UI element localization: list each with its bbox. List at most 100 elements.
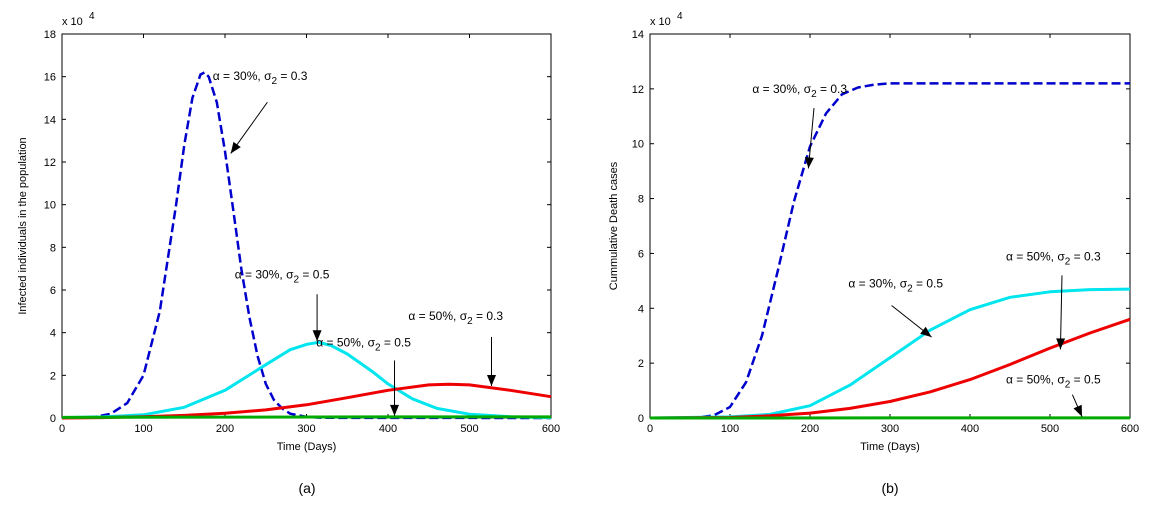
annotation-subscript: 2: [467, 316, 473, 327]
y-tick-label: 14: [632, 29, 644, 41]
x-tick-label: 600: [542, 423, 560, 435]
annotation-sigma: σ: [1057, 249, 1065, 263]
x-tick-label: 300: [881, 423, 899, 435]
x-tick-label: 0: [647, 423, 653, 435]
y-tick-label: 12: [632, 84, 644, 96]
y-tick-label: 0: [638, 413, 644, 425]
annotation-alpha: α = 30%,: [235, 267, 286, 281]
annotation-label: α = 30%, σ2 = 0.5: [848, 277, 943, 295]
annotation-alpha: α = 50%,: [1006, 249, 1057, 263]
x-tick-label: 500: [1041, 423, 1059, 435]
y-multiplier: x 10: [650, 16, 671, 28]
x-tick-label: 200: [801, 423, 819, 435]
annotation-sigma: σ: [804, 82, 812, 96]
x-tick-label: 100: [134, 423, 152, 435]
annotation-arrow-shaft: [1059, 275, 1063, 350]
series-line-3: [61, 415, 551, 419]
annotation-value: = 0.5: [381, 336, 412, 350]
annotation-sigma: σ: [368, 336, 376, 350]
annotation-value: = 0.5: [299, 267, 330, 281]
annotation-alpha: α = 50%,: [316, 336, 367, 350]
panel-a: 0 100 200 300 400 500 600 0 2 4 6 8 10 12 14 16 18 x 10 4 T…: [17, 11, 560, 496]
x-tick-label: 400: [961, 423, 979, 435]
y-axis-label: Cummulative Death cases: [608, 161, 620, 290]
annotation-subscript: 2: [1065, 256, 1071, 267]
x-tick-label: 100: [721, 423, 739, 435]
x-tick-label: 300: [297, 423, 315, 435]
annotation-label: α = 50%, σ2 = 0.3: [408, 309, 503, 327]
y-tick-label: 4: [638, 303, 644, 315]
y-multiplier-exponent: 4: [677, 11, 683, 22]
annotation-label: α = 50%, σ2 = 0.5: [316, 336, 411, 354]
x-tick-label: 500: [460, 423, 478, 435]
annotation-sigma: σ: [460, 309, 468, 323]
x-tick-label: 0: [59, 423, 65, 435]
annotation-label: α = 50%, σ2 = 0.3: [1006, 249, 1101, 267]
series-line-1: [61, 340, 552, 420]
annotation-arrow-head: [804, 157, 814, 169]
y-tick-label: 10: [632, 139, 644, 151]
annotation-value: = 0.3: [473, 309, 504, 323]
y-tick-label: 8: [638, 194, 644, 206]
annotation-alpha: α = 30%,: [752, 82, 803, 96]
annotation-label: α = 30%, σ2 = 0.3: [213, 69, 308, 87]
y-tick-label: 12: [44, 157, 56, 169]
annotation-value: = 0.5: [913, 277, 944, 291]
y-tick-label: 4: [50, 328, 56, 340]
x-axis-label: Time (Days): [277, 441, 336, 453]
annotation-label: α = 30%, σ2 = 0.5: [235, 267, 330, 285]
annotation-arrow-head: [1073, 404, 1082, 417]
annotation-arrow-head: [390, 404, 400, 416]
y-tick-label: 6: [638, 248, 644, 260]
y-axis-label: Infected individuals in the population: [17, 137, 29, 314]
series-line-0: [649, 82, 1130, 420]
annotation-arrow-head: [230, 141, 241, 154]
y-tick-label: 14: [44, 114, 56, 126]
y-tick-label: 2: [50, 370, 56, 382]
annotation-sigma: σ: [286, 267, 294, 281]
annotation-alpha: α = 30%,: [213, 69, 264, 83]
x-tick-label: 600: [1121, 423, 1139, 435]
annotation-subscript: 2: [811, 89, 817, 100]
annotation-subscript: 2: [271, 76, 277, 87]
panel-caption: (b): [881, 480, 898, 496]
annotation-arrow-head: [1056, 338, 1066, 350]
annotation-label: α = 30%, σ2 = 0.3: [752, 82, 847, 100]
y-multiplier: x 10: [62, 16, 83, 28]
annotation-sigma: σ: [1057, 373, 1065, 387]
y-tick-label: 6: [50, 285, 56, 297]
annotation-subscript: 2: [1065, 380, 1071, 391]
series-line-0: [61, 71, 552, 420]
annotation-arrow-head: [312, 330, 322, 342]
panel-b: 0 100 200 300 400 500 600 0 2 4 6 8 10 12 14 x 10 4 Time …: [608, 11, 1139, 496]
annotation-sigma: σ: [900, 277, 908, 291]
plot-frame: [61, 33, 552, 419]
annotation-subscript: 2: [907, 284, 913, 295]
y-tick-label: 16: [44, 72, 56, 84]
y-tick-label: 2: [638, 358, 644, 370]
annotation-sigma: σ: [264, 69, 272, 83]
y-tick-label: 10: [44, 200, 56, 212]
annotation-value: = 0.3: [277, 69, 308, 83]
y-tick-label: 0: [50, 413, 56, 425]
annotation-value: = 0.3: [1070, 249, 1101, 263]
y-tick-label: 18: [44, 29, 56, 41]
annotation-alpha: α = 30%,: [848, 277, 899, 291]
annotation-arrow-head: [920, 326, 932, 338]
annotation-alpha: α = 50%,: [408, 309, 459, 323]
y-multiplier-exponent: 4: [89, 11, 95, 22]
annotation-alpha: α = 50%,: [1006, 373, 1057, 387]
annotation-subscript: 2: [293, 274, 299, 285]
x-tick-label: 200: [216, 423, 234, 435]
series-line-2: [649, 317, 1131, 420]
annotation-value: = 0.3: [817, 82, 848, 96]
x-axis-label: Time (Days): [860, 441, 919, 453]
annotation-subscript: 2: [375, 343, 381, 354]
plot-frame: [649, 33, 1131, 419]
panel-caption: (a): [298, 480, 315, 496]
series-line-1: [649, 287, 1131, 420]
y-tick-label: 8: [50, 242, 56, 254]
annotation-label: α = 50%, σ2 = 0.5: [1006, 373, 1101, 391]
annotation-value: = 0.5: [1070, 373, 1101, 387]
